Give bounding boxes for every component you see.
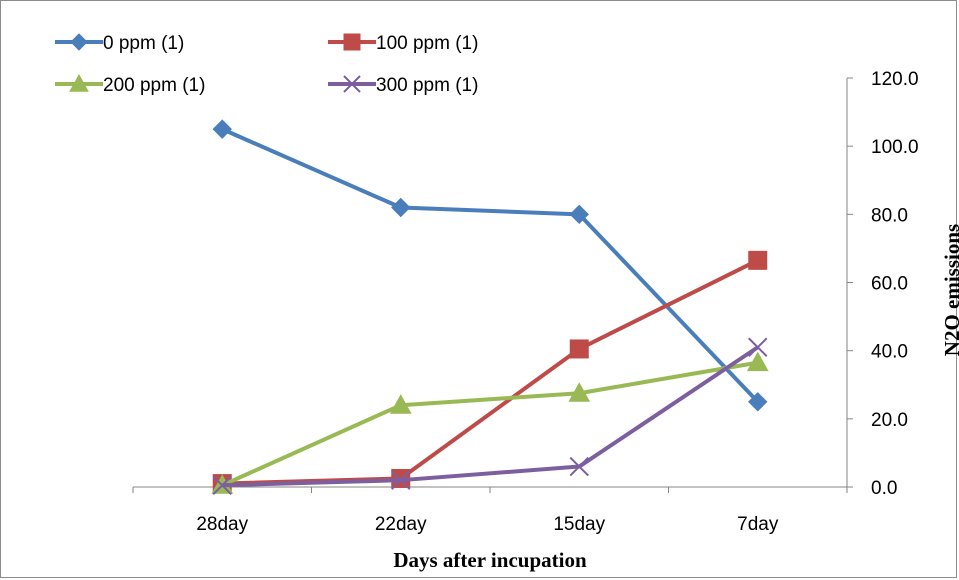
series-line [222,345,759,488]
triangle-marker [746,351,769,372]
square-marker [569,339,589,359]
diamond-marker [212,119,232,139]
legend-item: 200 ppm (1) [55,73,205,96]
x-tick-label: 22day [375,514,427,535]
data-point [569,456,589,477]
diamond-marker [569,204,589,225]
legend-label: 100 ppm (1) [376,33,478,54]
series-layer [211,119,769,496]
series-1 [212,250,768,494]
y-tick-label: 20.0 [871,410,908,431]
data-point [212,119,232,139]
legend-label: 300 ppm (1) [376,75,478,96]
triangle-marker [568,382,591,402]
y-tick-label: 40.0 [871,342,908,363]
diamond-marker [391,197,411,218]
legend-label: 200 ppm (1) [103,75,205,96]
y-tick-label: 0.0 [871,478,897,499]
data-point [212,475,232,496]
legend-item: 100 ppm (1) [328,33,478,54]
y-axis-title: N2O emissions [940,224,959,356]
data-point [748,250,768,270]
legend: 0 ppm (1) 100 ppm (1) 200 ppm (1) 300 ppm (… [55,33,478,96]
x-tick-label: 15day [553,514,605,535]
data-point [569,339,589,359]
x-marker-stroke [391,470,411,490]
triangle-marker [69,73,89,92]
data-point [389,394,412,414]
x-marker-stroke [748,337,768,357]
square-marker [343,33,361,51]
legend-item: 0 ppm (1) [55,33,184,54]
legend-label: 0 ppm (1) [103,33,184,54]
data-point [748,337,768,357]
y-tick-label: 60.0 [871,274,908,295]
y-tick-label: 80.0 [871,205,908,226]
data-point [568,382,591,402]
legend-item: 300 ppm (1) [328,75,478,96]
square-marker [748,250,768,270]
axes: 28day 22day 15day 7day 0.0 20.0 40.0 60.0 80.0 10… [132,69,919,535]
series-2 [211,351,769,494]
y-tick-label: 120.0 [871,69,919,90]
data-point [746,351,769,372]
x-axis-title: Days after incupation [393,548,587,572]
series-3 [212,337,768,496]
diamond-marker [70,33,88,51]
data-point [391,470,411,490]
data-point [748,392,768,412]
data-point [391,197,411,218]
y-tick-label: 100.0 [871,137,919,158]
data-point [569,204,589,225]
series-line [221,360,759,488]
triangle-marker [389,394,412,414]
diamond-marker [748,392,768,412]
x-tick-label: 7day [737,514,779,535]
series-line [221,127,760,404]
x-marker-stroke [343,75,361,93]
x-marker-stroke [569,456,589,477]
series-0 [212,119,768,412]
x-marker-stroke [212,475,232,496]
x-tick-label: 28day [196,514,248,535]
